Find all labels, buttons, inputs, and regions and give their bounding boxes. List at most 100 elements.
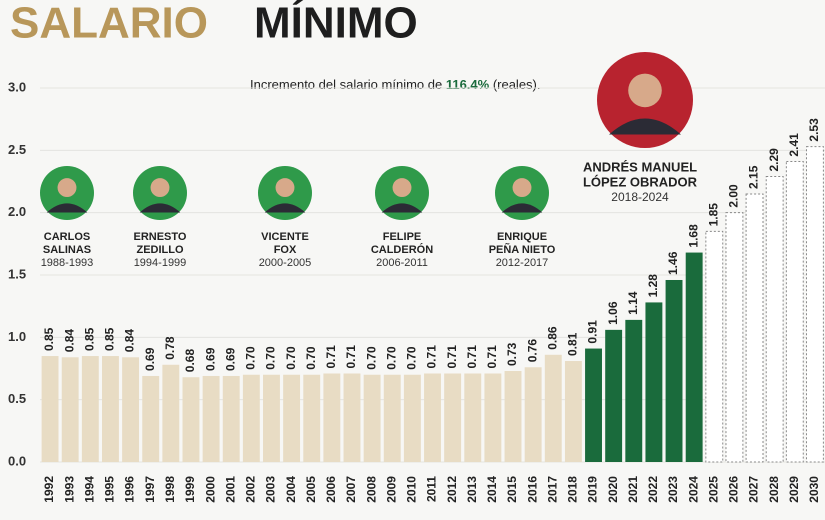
value-label: 0.78 [163, 336, 177, 360]
x-tick-label: 2006 [324, 476, 338, 503]
value-label: 0.70 [284, 346, 298, 370]
portrait-suit [46, 203, 88, 213]
bar [122, 357, 140, 462]
x-tick-label: 2030 [807, 476, 821, 503]
x-tick-label: 2009 [384, 476, 398, 503]
value-label: 0.70 [405, 346, 419, 370]
value-label: 0.69 [223, 347, 237, 371]
y-tick-label: 0.5 [8, 391, 26, 406]
bar [283, 374, 301, 462]
value-label: 1.85 [706, 203, 720, 227]
x-tick-label: 1999 [183, 476, 197, 503]
x-tick-label: 2003 [264, 476, 278, 503]
x-tick-label: 2016 [525, 476, 539, 503]
x-tick-label: 2029 [787, 476, 801, 503]
title-part: MÍNIMO [254, 0, 418, 48]
value-label: 0.71 [425, 345, 439, 369]
value-label: 0.86 [545, 326, 559, 350]
value-label: 0.84 [123, 329, 137, 353]
value-label: 0.70 [304, 346, 318, 370]
bar [242, 374, 260, 462]
president-term: 2000-2005 [259, 257, 312, 269]
x-tick-label: 1995 [103, 476, 117, 503]
value-label: 0.69 [143, 347, 157, 371]
bar [705, 230, 724, 463]
value-label: 1.14 [626, 291, 640, 315]
x-tick-label: 2004 [284, 476, 298, 503]
value-label: 1.28 [646, 274, 660, 298]
value-label: 0.69 [203, 347, 217, 371]
bar [41, 356, 59, 462]
x-tick-label: 2008 [364, 476, 378, 503]
value-label: 0.85 [103, 327, 117, 351]
x-tick-label: 2022 [646, 476, 660, 503]
president-term: 2018-2024 [611, 190, 669, 204]
president-name: LÓPEZ OBRADOR [583, 174, 698, 189]
portrait-head [57, 178, 77, 198]
x-tick-label: 2014 [485, 476, 499, 503]
bar [504, 370, 522, 462]
bar [645, 302, 663, 462]
value-label: 0.71 [445, 345, 459, 369]
bar [564, 361, 582, 462]
bar [605, 329, 623, 462]
portrait-suit [501, 203, 543, 213]
bar [524, 367, 542, 462]
x-tick-label: 2011 [425, 476, 439, 502]
value-label: 0.68 [183, 349, 197, 373]
bar [403, 374, 421, 462]
bar [685, 252, 703, 462]
value-label: 2.41 [787, 133, 801, 157]
president-name: PEÑA NIETO [489, 243, 556, 256]
bar [303, 374, 321, 462]
portrait-suit [609, 118, 681, 135]
president-name: CARLOS [44, 231, 90, 243]
y-tick-label: 3.0 [8, 79, 26, 94]
value-label: 0.70 [264, 346, 278, 370]
x-tick-label: 2015 [505, 476, 519, 503]
y-tick-label: 2.0 [8, 204, 26, 219]
bar [142, 375, 160, 462]
bar [101, 356, 119, 462]
x-tick-label: 1993 [62, 476, 76, 503]
president-name: ENRIQUE [497, 231, 547, 243]
x-tick-label: 1997 [143, 476, 157, 503]
value-label: 0.70 [364, 346, 378, 370]
bar [665, 279, 683, 462]
y-tick-label: 0.0 [8, 453, 26, 468]
bar [383, 374, 401, 462]
value-label: 0.71 [465, 345, 479, 369]
bar [363, 374, 381, 462]
x-tick-label: 2001 [223, 476, 237, 503]
president-name: ANDRÉS MANUEL [583, 159, 697, 174]
x-tick-label: 2021 [626, 476, 640, 503]
bar [182, 377, 200, 462]
x-tick-label: 1994 [82, 476, 96, 503]
portrait-suit [139, 203, 181, 213]
bar [162, 364, 180, 462]
president-term: 1988-1993 [41, 257, 94, 269]
x-tick-label: 2028 [767, 476, 781, 503]
president-term: 1994-1999 [134, 257, 187, 269]
value-label: 2.29 [767, 148, 781, 172]
annotation-part: del salario mínimo de [315, 77, 446, 92]
x-tick-label: 2018 [566, 476, 580, 503]
x-tick-label: 2017 [545, 476, 559, 503]
x-tick-label: 2000 [203, 476, 217, 503]
annotation-highlight: 116.4% [446, 77, 490, 92]
bar [202, 375, 220, 462]
y-tick-label: 1.5 [8, 266, 26, 281]
value-label: 0.85 [42, 327, 56, 351]
bar [424, 373, 441, 462]
x-tick-label: 2027 [747, 476, 761, 503]
value-label: 1.06 [606, 301, 620, 325]
value-label: 0.71 [485, 345, 499, 369]
value-label: 0.76 [525, 339, 539, 363]
bar [343, 373, 361, 462]
annotation-part: Incremento [250, 77, 315, 92]
president-name: VICENTE [261, 231, 309, 243]
x-tick-label: 2005 [304, 476, 318, 503]
portrait-head [275, 178, 295, 198]
portrait-head [628, 73, 662, 108]
